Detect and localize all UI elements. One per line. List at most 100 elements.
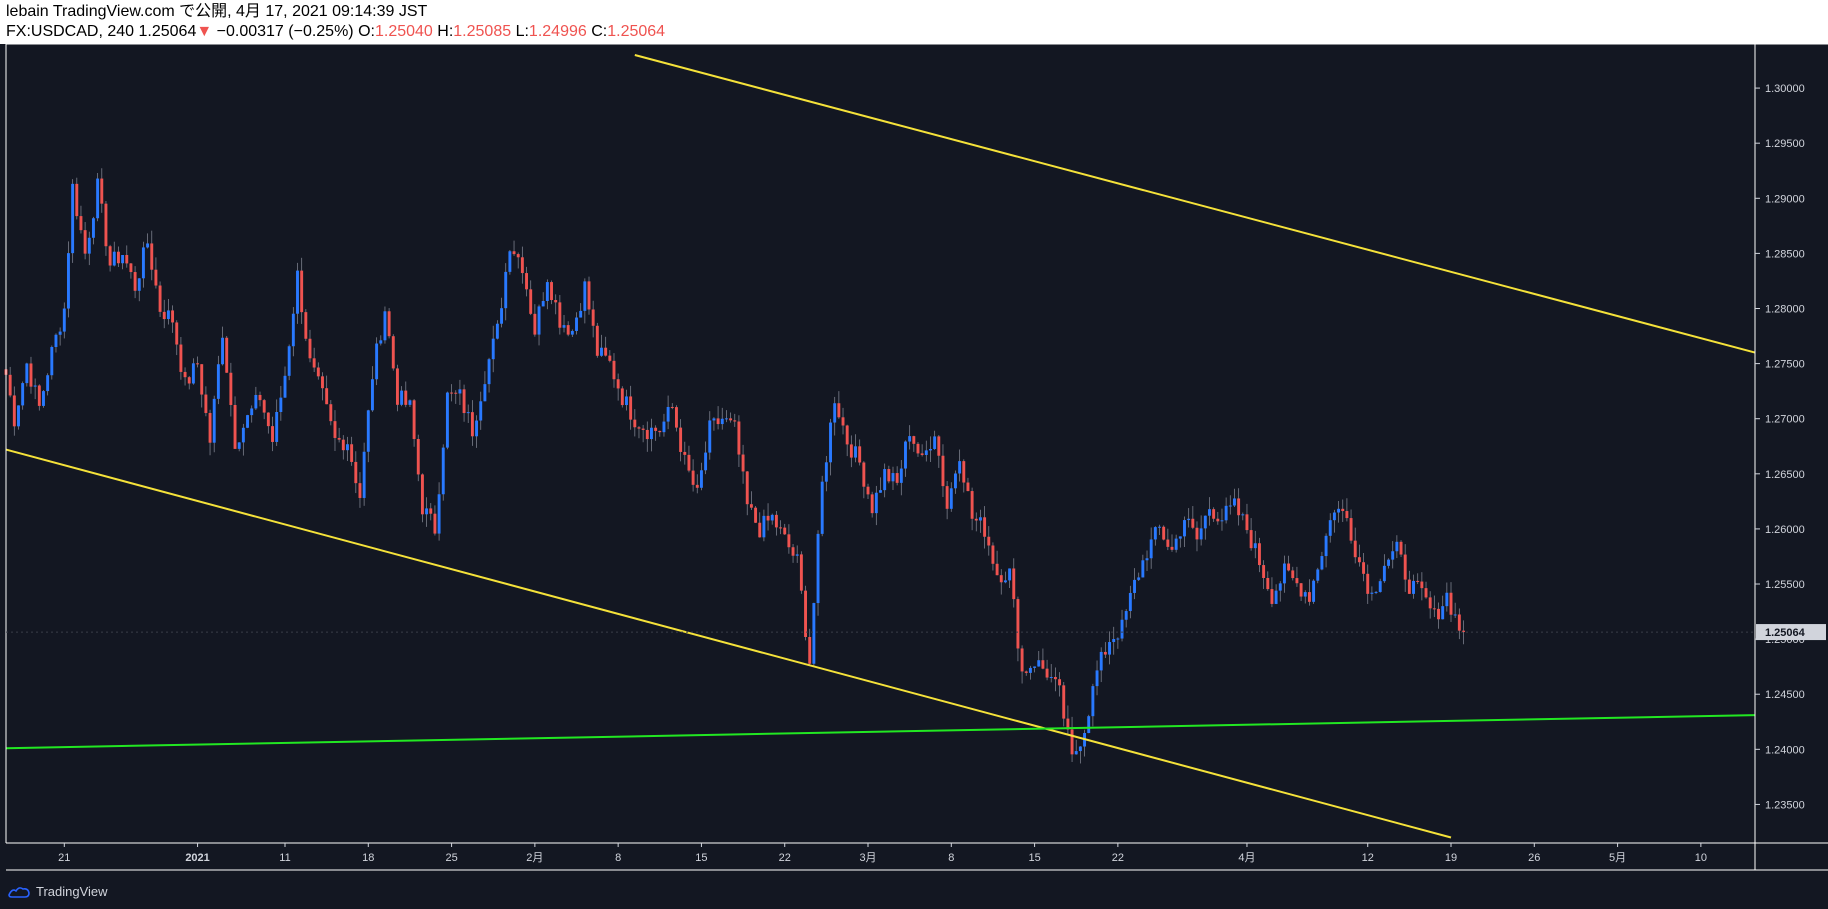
candle-body [908, 436, 912, 442]
candle-body [1374, 591, 1378, 593]
candle-body [387, 311, 391, 337]
candle [1291, 566, 1295, 581]
candle [633, 409, 637, 437]
candle-body [608, 355, 612, 361]
candle [1307, 579, 1311, 606]
candle [233, 396, 237, 449]
candle [970, 487, 974, 531]
candle [766, 503, 770, 531]
candle [504, 263, 508, 321]
footer: TradingView [0, 874, 1828, 909]
candle [1374, 590, 1378, 595]
candle [375, 337, 379, 386]
candle-body [633, 419, 637, 428]
candle-body [33, 385, 37, 387]
candle-body [1137, 577, 1141, 580]
candle-body [1220, 520, 1224, 522]
candle [1124, 609, 1128, 628]
time-tick-label: 15 [1028, 852, 1040, 864]
candle-body [287, 346, 291, 376]
candle-body [912, 436, 916, 444]
candle-body [479, 401, 483, 421]
candle-body [870, 494, 874, 514]
candle [645, 421, 649, 452]
candle-body [1216, 518, 1220, 522]
candle [858, 439, 862, 466]
candle [379, 335, 383, 346]
candle [308, 329, 312, 363]
candle-body [1341, 508, 1345, 512]
candle-body [691, 470, 695, 485]
candle [866, 483, 870, 500]
candle-body [854, 446, 857, 458]
candle [754, 506, 758, 523]
candle [216, 355, 220, 405]
candle [500, 297, 504, 328]
candle [699, 462, 703, 491]
candle [804, 585, 808, 641]
candle-body [204, 394, 208, 413]
candle-body [437, 494, 441, 534]
candle [1041, 648, 1045, 670]
candle [329, 400, 333, 426]
candle-body [450, 392, 454, 394]
candle [762, 509, 766, 542]
candle-body [699, 470, 703, 488]
candle [1428, 591, 1432, 619]
candle-body [1428, 597, 1432, 609]
price-tick-label: 1.27000 [1765, 414, 1805, 426]
candle [637, 425, 641, 439]
candle-body [462, 389, 466, 414]
candle [1166, 528, 1170, 551]
candle [437, 482, 441, 541]
candle-body [383, 311, 387, 341]
candle-body [1149, 539, 1153, 559]
time-tick-label: 21 [58, 852, 70, 864]
candle [1449, 582, 1453, 622]
candle-body [1295, 578, 1299, 584]
candle [512, 240, 516, 256]
candle-body [887, 469, 891, 482]
candle [1357, 544, 1361, 567]
candle-body [1349, 518, 1353, 541]
candle-body [125, 254, 129, 264]
candle-body [1049, 676, 1053, 678]
publish-info: lebain TradingView.com で公開, 4月 17, 2021 … [6, 2, 1822, 22]
candle [937, 435, 941, 468]
candle [995, 550, 999, 576]
candle-body [1437, 608, 1440, 620]
candle [575, 312, 578, 335]
candle [1037, 651, 1041, 667]
price-tick-label: 1.25500 [1765, 579, 1805, 591]
candle-body [200, 364, 204, 395]
candle [383, 306, 387, 344]
candle [883, 463, 887, 498]
candle-body [1195, 527, 1199, 540]
candle-body [1108, 642, 1111, 655]
candle [450, 384, 454, 402]
candle-body [1407, 579, 1411, 594]
candle-body [1432, 608, 1436, 610]
candle-body [662, 421, 666, 433]
candle [229, 362, 233, 417]
candle-body [1416, 580, 1420, 582]
candle [404, 381, 408, 408]
candle-body [116, 251, 120, 264]
candle [545, 279, 549, 310]
candle [1353, 527, 1357, 564]
candle-body [1345, 511, 1349, 519]
candle [1033, 666, 1037, 673]
candle-body [929, 448, 932, 451]
candle [346, 436, 349, 461]
candle [1387, 558, 1391, 569]
candle [912, 435, 916, 452]
price-chart[interactable]: 1.30000 1.29500 1.29000 1.28500 1.28000 1.275… [0, 0, 1828, 874]
candle-body [1041, 660, 1045, 669]
candle-body [404, 390, 408, 405]
candle-body [229, 372, 233, 405]
candle [570, 329, 574, 337]
high-label: H: [437, 23, 454, 40]
candle [196, 356, 200, 368]
price-tick-label: 1.29500 [1765, 138, 1805, 150]
candle-body [1270, 589, 1274, 604]
